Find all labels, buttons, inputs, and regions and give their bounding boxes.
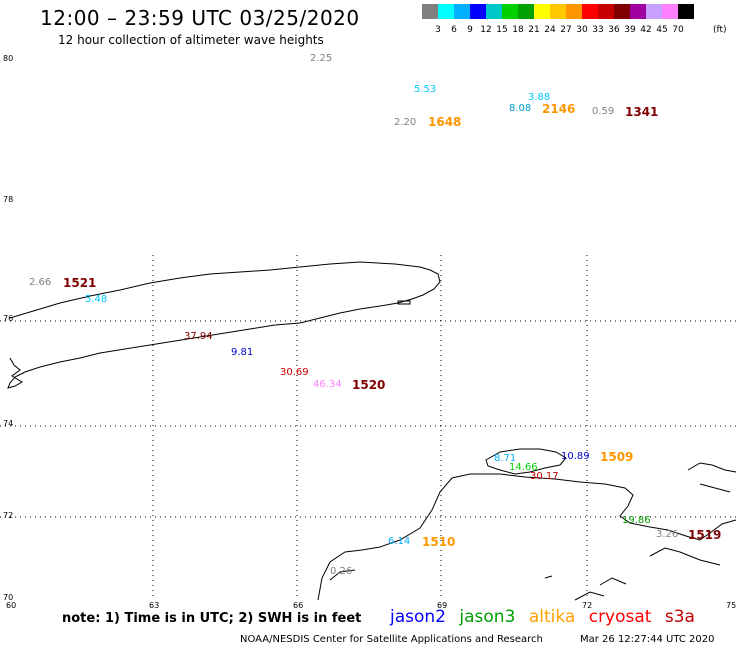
legend-swatch xyxy=(598,4,614,19)
lat-label-78: 78 xyxy=(3,195,14,204)
sat-s3a: s3a xyxy=(664,607,695,627)
legend-swatch xyxy=(470,4,486,19)
obs-label: 19.86 xyxy=(622,515,651,526)
legend-swatch xyxy=(534,4,550,19)
novaya-zemlya-coast xyxy=(7,261,441,389)
obs-label: 8.08 xyxy=(509,103,532,114)
lat-label-76: 76 xyxy=(3,314,14,323)
legend-swatch xyxy=(678,4,694,19)
yamal-inner-coast xyxy=(329,569,553,581)
obs-time-label: 1509 xyxy=(600,450,634,464)
legend-label: 70 xyxy=(672,25,684,35)
legend-label: 42 xyxy=(640,25,652,35)
sat-altika: altika xyxy=(528,607,576,627)
lat-label-80: 80 xyxy=(3,54,14,63)
legend-swatch xyxy=(454,4,470,19)
lon-label-60: 60 xyxy=(6,601,17,610)
legend-label: 21 xyxy=(528,25,540,35)
lat-label-70: 70 xyxy=(3,593,14,602)
legend-swatch xyxy=(646,4,662,19)
legend-swatch xyxy=(582,4,598,19)
footer-note: note: 1) Time is in UTC; 2) SWH is in fe… xyxy=(62,611,362,626)
lon-label-72: 72 xyxy=(582,601,593,610)
legend-swatch xyxy=(566,4,582,19)
legend-label: 30 xyxy=(576,25,588,35)
legend-label: 15 xyxy=(496,25,508,35)
legend-label: 12 xyxy=(480,25,492,35)
obs-label: 0.59 xyxy=(592,106,615,117)
obs-label: 3.26 xyxy=(656,529,679,540)
obs-label: 14.66 xyxy=(509,462,538,473)
legend-swatch xyxy=(438,4,454,19)
map-title: 12:00 – 23:59 UTC 03/25/2020 xyxy=(40,6,360,30)
obs-time-label: 2146 xyxy=(542,102,576,116)
lon-label-75: 75 xyxy=(726,601,737,610)
generation-timestamp: Mar 26 12:27:44 UTC 2020 xyxy=(580,634,715,645)
obs-time-label: 1519 xyxy=(688,528,722,542)
legend-label: 6 xyxy=(451,25,457,35)
legend-label: 39 xyxy=(624,25,636,35)
lon-label-63: 63 xyxy=(149,601,160,610)
obs-label: 10.89 xyxy=(561,451,590,462)
legend-swatch xyxy=(502,4,518,19)
legend-label: 9 xyxy=(467,25,473,35)
satellite-legend: jason2 jason3 altika cryosat s3a xyxy=(390,607,703,627)
legend-label: 33 xyxy=(592,25,604,35)
obs-time-label: 1648 xyxy=(428,115,462,129)
obs-label: 37.94 xyxy=(184,331,213,342)
legend-swatch xyxy=(518,4,534,19)
obs-time-label: 1341 xyxy=(625,105,659,119)
legend-swatch xyxy=(422,4,438,19)
obs-label: 30.69 xyxy=(280,367,309,378)
legend-label: 24 xyxy=(544,25,556,35)
obs-label: 2.25 xyxy=(310,53,333,64)
obs-time-label: 1510 xyxy=(422,535,456,549)
map-subtitle: 12 hour collection of altimeter wave hei… xyxy=(58,33,324,47)
legend-swatch xyxy=(662,4,678,19)
grid-lines xyxy=(0,255,736,600)
legend-unit: (ft) xyxy=(713,25,727,35)
east-coast xyxy=(574,462,737,601)
coastline xyxy=(7,261,737,601)
obs-label: 46.34 xyxy=(313,379,342,390)
lat-label-72: 72 xyxy=(3,511,14,520)
obs-label: 9.81 xyxy=(231,347,254,358)
obs-label: 2.20 xyxy=(394,117,417,128)
legend-swatch xyxy=(550,4,566,19)
legend-label: 27 xyxy=(560,25,572,35)
lon-label-66: 66 xyxy=(293,601,304,610)
obs-label: 8.71 xyxy=(494,453,517,464)
coast-inlet xyxy=(397,300,411,305)
obs-label: 30.17 xyxy=(530,471,559,482)
obs-label: 5.53 xyxy=(414,84,437,95)
lat-label-74: 74 xyxy=(3,419,14,428)
legend-label: 45 xyxy=(656,25,668,35)
obs-time-label: 1520 xyxy=(352,378,386,392)
bely-island xyxy=(485,448,567,475)
legend-label: 18 xyxy=(512,25,524,35)
legend-label: 3 xyxy=(435,25,441,35)
legend-label: 36 xyxy=(608,25,620,35)
sat-jason3: jason3 xyxy=(459,607,516,627)
obs-label: 6.14 xyxy=(388,536,411,547)
legend-swatch xyxy=(486,4,502,19)
legend-swatch xyxy=(614,4,630,19)
yamal-coast xyxy=(317,473,737,601)
obs-label: 3.88 xyxy=(528,92,551,103)
sat-jason2: jason2 xyxy=(390,607,446,627)
obs-label: 0.26 xyxy=(330,566,353,577)
obs-time-label: 1521 xyxy=(63,276,97,290)
obs-label: 2.66 xyxy=(29,277,52,288)
obs-label: 5.48 xyxy=(85,294,108,305)
legend-swatch xyxy=(630,4,646,19)
lon-label-69: 69 xyxy=(437,601,448,610)
credit-line: NOAA/NESDIS Center for Satellite Applica… xyxy=(240,634,543,645)
sat-cryosat: cryosat xyxy=(588,607,652,627)
